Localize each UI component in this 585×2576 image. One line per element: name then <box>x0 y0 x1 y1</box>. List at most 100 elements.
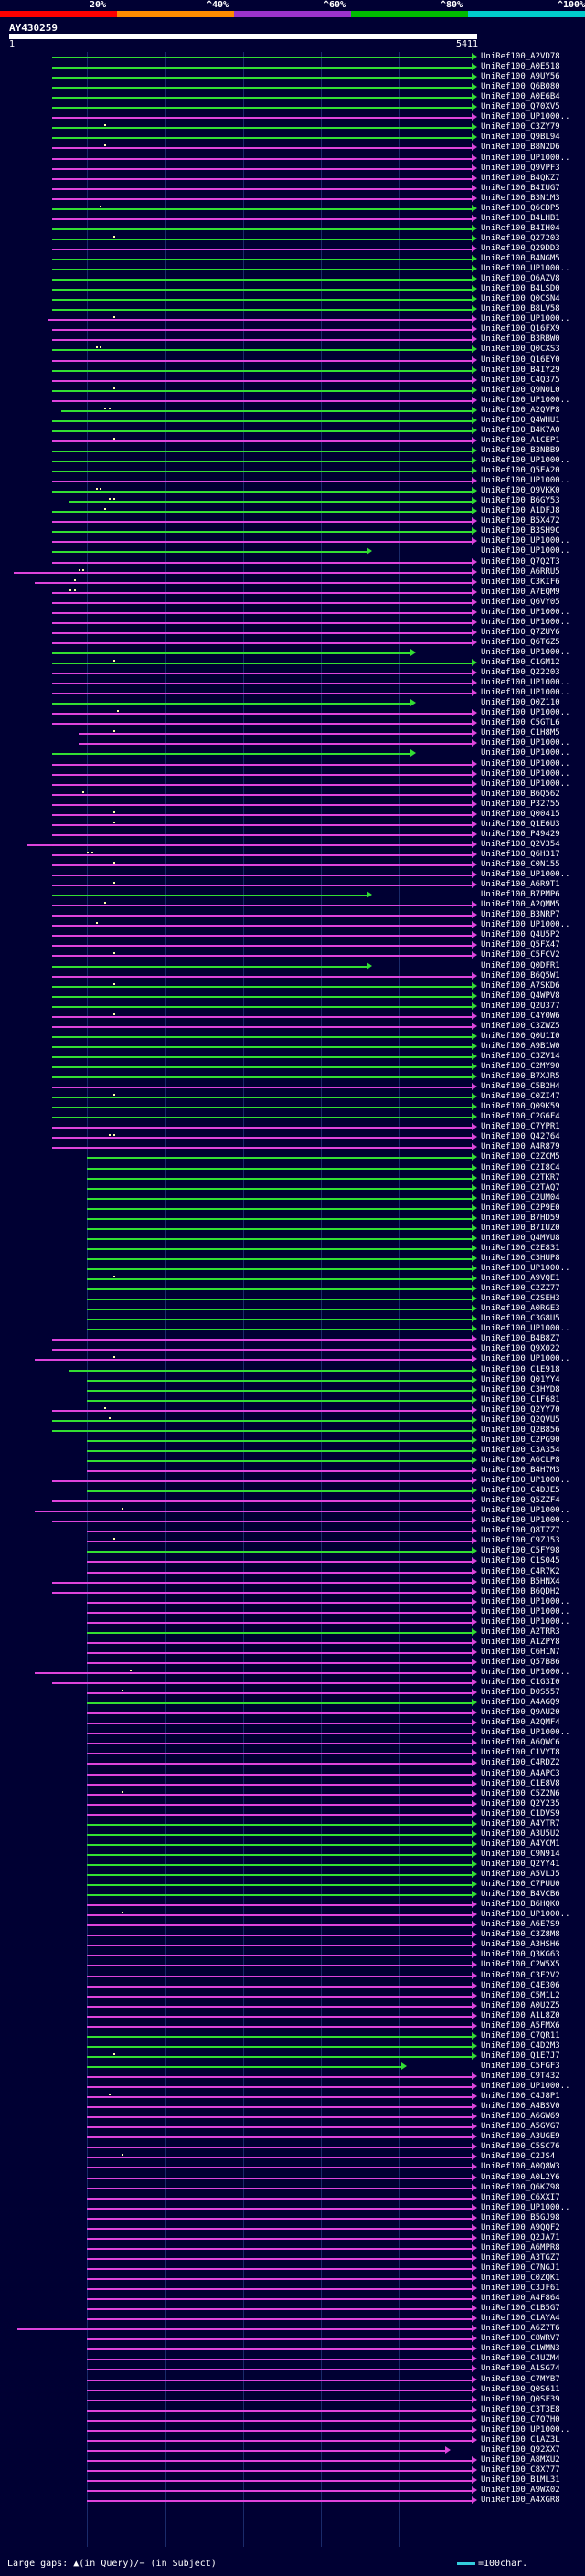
hit-label[interactable]: UniRef100_Q2U377 <box>481 1001 560 1011</box>
hit-row[interactable]: UniRef100_UP1000.. <box>9 920 585 930</box>
hit-label[interactable]: UniRef100_B7HD59 <box>481 1213 560 1223</box>
hit-label[interactable]: UniRef100_Q0Z110 <box>481 698 560 708</box>
hit-label[interactable]: UniRef100_UP1000.. <box>481 1516 570 1526</box>
hit-row[interactable]: UniRef100_UP1000.. <box>9 759 585 769</box>
hit-row[interactable]: UniRef100_A2QMF4 <box>9 1718 585 1728</box>
hit-label[interactable]: UniRef100_UP1000.. <box>481 1596 570 1606</box>
hit-row[interactable]: UniRef100_A6GW69 <box>9 2112 585 2122</box>
hit-row[interactable]: UniRef100_C9T432 <box>9 2072 585 2082</box>
hit-row[interactable]: UniRef100_Q92XX7 <box>9 2445 585 2455</box>
hit-row[interactable]: UniRef100_Q6B080 <box>9 82 585 92</box>
hit-label[interactable]: UniRef100_B4IY29 <box>481 365 560 375</box>
hit-label[interactable]: UniRef100_A0L2Y6 <box>481 2172 560 2182</box>
hit-label[interactable]: UniRef100_A4BSV0 <box>481 2102 560 2112</box>
hit-row[interactable]: UniRef100_B4IY29 <box>9 366 585 376</box>
hit-label[interactable]: UniRef100_Q0S611 <box>481 2384 560 2394</box>
hit-row[interactable]: UniRef100_Q4MVU8 <box>9 1234 585 1244</box>
hit-label[interactable]: UniRef100_Q9VKK0 <box>481 486 560 496</box>
hit-label[interactable]: UniRef100_UP1000.. <box>481 153 570 163</box>
hit-row[interactable]: UniRef100_A6QWC6 <box>9 1738 585 1748</box>
hit-row[interactable]: UniRef100_C5SC76 <box>9 2142 585 2152</box>
hit-label[interactable]: UniRef100_C1B5G7 <box>481 2304 560 2314</box>
hit-label[interactable]: UniRef100_Q0DFR1 <box>481 960 560 970</box>
hit-label[interactable]: UniRef100_C7MYB7 <box>481 2374 560 2384</box>
hit-row[interactable]: UniRef100_C4R7K2 <box>9 1567 585 1577</box>
hit-label[interactable]: UniRef100_UP1000.. <box>481 769 570 779</box>
hit-row[interactable]: UniRef100_C2ZZ77 <box>9 1284 585 1294</box>
hit-label[interactable]: UniRef100_B4B8Z7 <box>481 1334 560 1344</box>
hit-label[interactable]: UniRef100_A6R9T1 <box>481 880 560 890</box>
hit-row[interactable]: UniRef100_B6GY53 <box>9 496 585 506</box>
hit-row[interactable]: UniRef100_A4AGQ9 <box>9 1698 585 1708</box>
hit-row[interactable]: UniRef100_A7SKD6 <box>9 981 585 991</box>
hit-row[interactable]: UniRef100_UP1000.. <box>9 708 585 718</box>
hit-row[interactable]: UniRef100_Q5FX47 <box>9 940 585 950</box>
hit-row[interactable]: UniRef100_C1VYT8 <box>9 1748 585 1758</box>
hit-label[interactable]: UniRef100_C7Q7H0 <box>481 2414 560 2424</box>
hit-row[interactable]: UniRef100_B4IUG7 <box>9 184 585 194</box>
hit-row[interactable]: UniRef100_A9B1W0 <box>9 1042 585 1052</box>
hit-row[interactable]: UniRef100_UP1000.. <box>9 1516 585 1526</box>
hit-label[interactable]: UniRef100_Q1E6U3 <box>481 819 560 829</box>
hit-row[interactable]: UniRef100_B8LV58 <box>9 304 585 314</box>
hit-label[interactable]: UniRef100_A1ZPY8 <box>481 1637 560 1647</box>
hit-label[interactable]: UniRef100_C2P9E0 <box>481 1203 560 1213</box>
hit-label[interactable]: UniRef100_UP1000.. <box>481 1668 570 1677</box>
hit-label[interactable]: UniRef100_UP1000.. <box>481 1354 570 1364</box>
hit-row[interactable]: UniRef100_UP1000.. <box>9 396 585 406</box>
hit-row[interactable]: UniRef100_B4IH04 <box>9 224 585 234</box>
hit-label[interactable]: UniRef100_UP1000.. <box>481 2424 570 2434</box>
hit-label[interactable]: UniRef100_B3N1M3 <box>481 193 560 203</box>
hit-label[interactable]: UniRef100_C2E831 <box>481 1243 560 1253</box>
hit-label[interactable]: UniRef100_UP1000.. <box>481 647 570 657</box>
hit-row[interactable]: UniRef100_Q2B856 <box>9 1426 585 1436</box>
hit-label[interactable]: UniRef100_B6HQK0 <box>481 1900 560 1910</box>
hit-row[interactable]: UniRef100_A2QMM5 <box>9 900 585 910</box>
hit-label[interactable]: UniRef100_UP1000.. <box>481 1476 570 1486</box>
hit-label[interactable]: UniRef100_A1DFJ8 <box>481 506 560 516</box>
hit-row[interactable]: UniRef100_B3SH9C <box>9 526 585 536</box>
hit-row[interactable]: UniRef100_C3T3E8 <box>9 2405 585 2415</box>
hit-row[interactable]: UniRef100_C1DVS9 <box>9 1809 585 1819</box>
hit-label[interactable]: UniRef100_A9VQE1 <box>481 1274 560 1284</box>
hit-label[interactable]: UniRef100_Q9N0L0 <box>481 385 560 395</box>
hit-label[interactable]: UniRef100_A0U2Z5 <box>481 2000 560 2010</box>
hit-label[interactable]: UniRef100_A7SKD6 <box>481 981 560 991</box>
hit-label[interactable]: UniRef100_C5FCV2 <box>481 950 560 960</box>
hit-label[interactable]: UniRef100_C2TKR7 <box>481 1172 560 1182</box>
hit-label[interactable]: UniRef100_Q6CDP5 <box>481 203 560 213</box>
hit-row[interactable]: UniRef100_Q0SF39 <box>9 2395 585 2405</box>
hit-row[interactable]: UniRef100_Q3KG63 <box>9 1950 585 1960</box>
hit-label[interactable]: UniRef100_B8LV58 <box>481 304 560 314</box>
hit-row[interactable]: UniRef100_UP1000.. <box>9 648 585 658</box>
hit-label[interactable]: UniRef100_A4YTR7 <box>481 1818 560 1829</box>
hit-row[interactable]: UniRef100_Q5EA20 <box>9 466 585 476</box>
hit-label[interactable]: UniRef100_C3HYD8 <box>481 1384 560 1394</box>
hit-label[interactable]: UniRef100_C7YPR1 <box>481 1122 560 1132</box>
hit-label[interactable]: UniRef100_P32755 <box>481 799 560 809</box>
hit-label[interactable]: UniRef100_Q9BL94 <box>481 133 560 143</box>
hit-label[interactable]: UniRef100_C2G6F4 <box>481 1112 560 1122</box>
hit-label[interactable]: UniRef100_B7XJR5 <box>481 1072 560 1082</box>
hit-label[interactable]: UniRef100_B3SH9C <box>481 526 560 536</box>
hit-label[interactable]: UniRef100_UP1000.. <box>481 1264 570 1273</box>
hit-label[interactable]: UniRef100_Q5ZZF4 <box>481 1496 560 1506</box>
hit-row[interactable]: UniRef100_UP1000.. <box>9 456 585 466</box>
hit-label[interactable]: UniRef100_C2W5X5 <box>481 1960 560 1970</box>
hit-label[interactable]: UniRef100_Q0SF39 <box>481 2394 560 2404</box>
hit-label[interactable]: UniRef100_B4LHB1 <box>481 213 560 223</box>
hit-row[interactable]: UniRef100_UP1000.. <box>9 608 585 618</box>
hit-row[interactable]: UniRef100_Q9BL94 <box>9 133 585 143</box>
hit-label[interactable]: UniRef100_Q7ZUY6 <box>481 627 560 637</box>
hit-row[interactable]: UniRef100_C6H1N7 <box>9 1648 585 1658</box>
hit-row[interactable]: UniRef100_UP1000.. <box>9 1910 585 1920</box>
hit-label[interactable]: UniRef100_Q5EA20 <box>481 466 560 476</box>
hit-label[interactable]: UniRef100_UP1000.. <box>481 738 570 748</box>
hit-row[interactable]: UniRef100_B4QKZ7 <box>9 174 585 184</box>
hit-label[interactable]: UniRef100_C1VYT8 <box>481 1748 560 1758</box>
hit-row[interactable]: UniRef100_B3NRP7 <box>9 910 585 920</box>
hit-label[interactable]: UniRef100_A6CLP8 <box>481 1455 560 1465</box>
hit-label[interactable]: UniRef100_Q9X022 <box>481 1344 560 1354</box>
hit-label[interactable]: UniRef100_C5FY98 <box>481 1546 560 1556</box>
hit-label[interactable]: UniRef100_A6MPR8 <box>481 2242 560 2253</box>
